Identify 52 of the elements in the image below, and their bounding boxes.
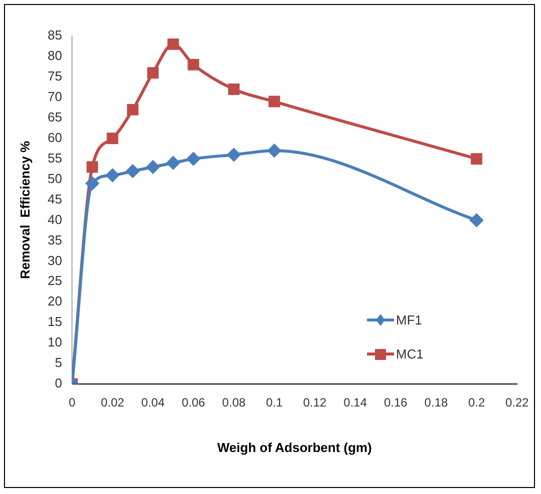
y-tick-label: 35 [48, 232, 62, 248]
legend-label: MC1 [396, 346, 424, 362]
point [86, 176, 99, 190]
point [126, 164, 140, 178]
x-axis-title: Weigh of Adsorbent (gm) [217, 440, 372, 455]
y-tick-label: 60 [48, 130, 62, 145]
y-tick-label: 15 [48, 314, 62, 330]
y-tick-label: 30 [48, 252, 62, 268]
legend-label: MF1 [396, 312, 422, 328]
x-tick-label: 0.22 [505, 396, 529, 410]
point [188, 58, 200, 70]
y-tick-label: 55 [48, 150, 62, 166]
x-tick-label: 0.1 [266, 396, 283, 410]
point [470, 214, 484, 227]
x-tick-label: 0.02 [100, 396, 125, 410]
point [146, 160, 160, 174]
point [228, 83, 240, 95]
x-tick-label: 0.18 [424, 396, 448, 410]
point [268, 144, 281, 158]
x-tick-label: 0 [68, 396, 76, 410]
point [268, 96, 280, 108]
y-tick-label: 40 [48, 212, 62, 227]
point [86, 161, 98, 173]
x-tick-label: 0.14 [344, 396, 368, 410]
y-tick-label: 0 [54, 376, 62, 391]
x-tick-label: 0.16 [384, 396, 408, 410]
y-tick-label: 70 [48, 88, 62, 104]
x-tick-label: 0.08 [222, 396, 246, 410]
y-tick-label: 10 [48, 334, 62, 350]
y-tick-label: 65 [48, 109, 62, 124]
point [186, 152, 200, 166]
point [167, 38, 179, 50]
x-tick-label: 0.12 [303, 396, 327, 410]
y-tick-label: 5 [54, 355, 62, 370]
y-tick-label: 45 [48, 191, 62, 206]
x-tick-label: 0.04 [141, 396, 165, 410]
y-tick-label: 80 [48, 48, 62, 64]
x-tick-label: 0.06 [182, 396, 206, 410]
point [166, 156, 180, 170]
point [470, 153, 482, 165]
y-tick-label: 25 [48, 273, 62, 288]
y-tick-label: 75 [48, 68, 62, 84]
point [126, 104, 138, 116]
y-tick-label: 20 [48, 294, 62, 309]
y-axis-title: Removal Efficiency % [17, 140, 32, 279]
point [106, 132, 118, 144]
x-tick-label: 0.2 [468, 396, 486, 410]
point [147, 67, 159, 79]
point [227, 148, 240, 162]
y-tick-label: 50 [48, 170, 62, 186]
point [106, 168, 120, 182]
y-tick-label: 85 [48, 28, 62, 43]
